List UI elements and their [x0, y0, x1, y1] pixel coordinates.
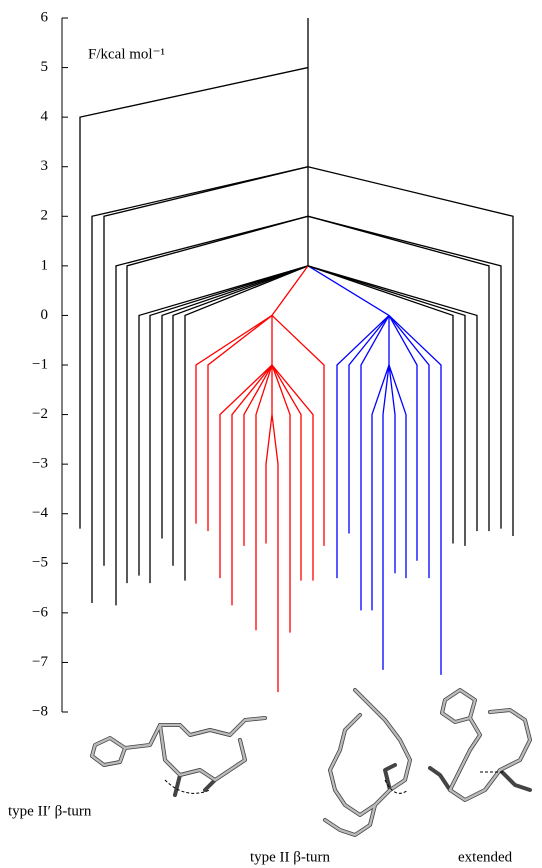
y-tick-label: −5: [32, 555, 48, 571]
minimum: [208, 315, 272, 531]
minimum: [389, 365, 395, 573]
y-tick-label: −1: [32, 356, 48, 372]
minimum: [92, 167, 308, 603]
minimum: [256, 365, 272, 630]
minimum: [272, 315, 324, 546]
y-tick-label: 0: [41, 307, 49, 323]
minimum: [127, 216, 308, 583]
minimum: [383, 365, 389, 670]
molecules: [92, 690, 530, 835]
minimum: [173, 266, 308, 566]
minimum: [389, 315, 441, 674]
y-tick-label: 6: [41, 9, 49, 25]
y-tick-label: −6: [32, 604, 48, 620]
y-tick-label: −7: [32, 654, 48, 670]
minimum: [389, 365, 406, 578]
minimum: [308, 266, 453, 544]
minimum: [272, 365, 301, 581]
y-tick-label: −8: [32, 703, 48, 719]
minimum: [272, 415, 278, 693]
structure-label: extended: [458, 849, 513, 865]
structure-label: type II′ β-turn: [8, 803, 92, 819]
axis-label: F/kcal mol⁻¹: [88, 46, 165, 62]
y-tick-label: 5: [41, 59, 49, 75]
minimum: [372, 365, 389, 610]
minimum: [389, 315, 417, 560]
y-tick-label: 4: [41, 109, 49, 125]
y-tick-label: −3: [32, 456, 48, 472]
y-tick-label: 2: [41, 208, 49, 224]
minimum: [139, 266, 308, 576]
y-tick-label: 1: [41, 257, 49, 273]
minimum: [244, 365, 272, 546]
minimum: [80, 68, 308, 529]
minimum: [150, 266, 308, 583]
y-tick-label: −2: [32, 406, 48, 422]
minimum: [361, 315, 389, 610]
chart: F/kcal mol⁻¹ type II′ β-turn type II β-t…: [0, 0, 542, 868]
structure-label: type II β-turn: [250, 849, 331, 865]
minimum: [337, 315, 389, 578]
branch: [308, 266, 389, 316]
minimum: [266, 415, 272, 544]
minimum: [308, 216, 489, 531]
minimum: [308, 167, 513, 536]
minimum: [272, 365, 290, 633]
y-tick-label: −4: [32, 505, 48, 521]
y-tick-label: 3: [41, 158, 49, 174]
